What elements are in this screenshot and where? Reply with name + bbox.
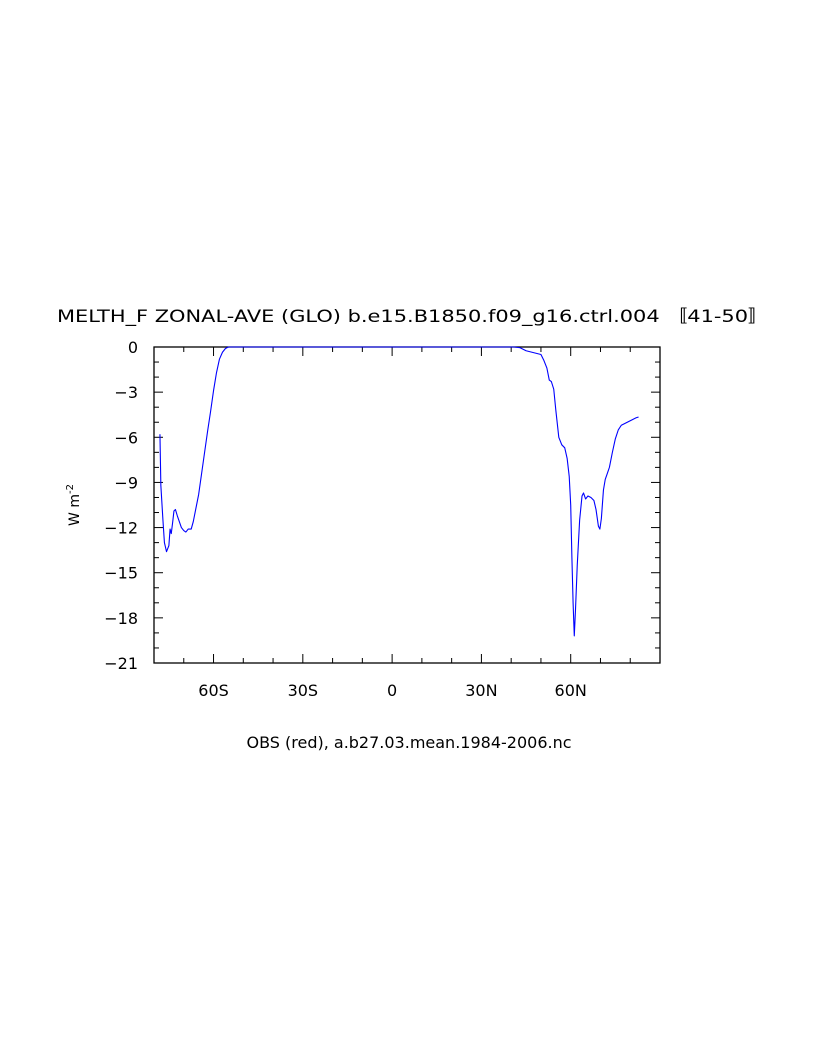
x-tick-label: 30N xyxy=(465,681,497,700)
tick-marks xyxy=(154,346,660,664)
y-tick-label: −15 xyxy=(104,564,138,583)
y-axis-label-text: W m xyxy=(67,494,83,526)
plot-frame xyxy=(153,346,661,664)
y-tick-label: −21 xyxy=(104,654,138,673)
chart-title: MELTH_F ZONAL-AVE (GLO) b.e15.B1850.f09_… xyxy=(57,307,769,327)
x-tick-label: 60N xyxy=(555,681,587,700)
y-tick-label: −9 xyxy=(114,473,138,492)
data-series-line xyxy=(159,346,639,637)
x-tick-label: 0 xyxy=(387,681,397,700)
y-tick-label: −6 xyxy=(114,428,138,447)
y-tick-label: −18 xyxy=(104,609,138,628)
tick-labels: 60S 30S 0 30N 60N 0 −3 −6 −9 −12 −15 −18 −21 xyxy=(104,338,587,700)
x-tick-label: 30S xyxy=(288,681,319,700)
x-tick-label: 60S xyxy=(198,681,229,700)
y-tick-label: −12 xyxy=(104,519,138,538)
x-axis-label: OBS (red), a.b27.03.mean.1984-2006.nc xyxy=(246,733,571,752)
y-axis-label: W m-2 xyxy=(65,484,83,526)
y-tick-label: −3 xyxy=(114,383,138,402)
y-tick-label: 0 xyxy=(128,338,138,357)
y-axis-label-exponent: -2 xyxy=(65,484,76,494)
